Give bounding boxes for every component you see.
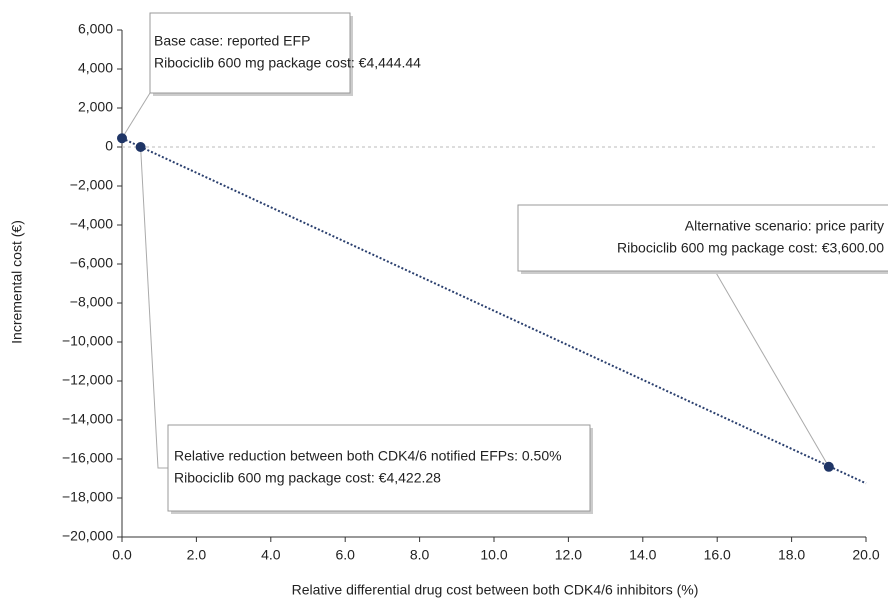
annotation-text: Base case: reported EFP — [154, 33, 310, 49]
x-tick-label: 20.0 — [852, 547, 879, 563]
y-tick-label: −2,000 — [70, 177, 113, 193]
annotation: Base case: reported EFP Ribociclib 600 mg… — [149, 12, 421, 96]
connector — [714, 270, 830, 468]
y-tick-label: −18,000 — [62, 489, 113, 505]
y-tick-label: 6,000 — [78, 21, 113, 37]
annotation-text: Ribociclib 600 mg package cost: €4,444.4… — [154, 55, 421, 71]
y-tick-label: −4,000 — [70, 216, 113, 232]
y-tick-label: −10,000 — [62, 333, 113, 349]
x-tick-label: 6.0 — [335, 547, 355, 563]
y-tick-label: 0 — [105, 138, 113, 154]
y-tick-label: −14,000 — [62, 411, 113, 427]
y-tick-label: −16,000 — [62, 450, 113, 466]
y-axis-label: Incremental cost (€) — [9, 220, 25, 344]
x-tick-label: 8.0 — [410, 547, 430, 563]
y-tick-label: −8,000 — [70, 294, 113, 310]
connector — [140, 146, 168, 469]
x-tick-label: 14.0 — [629, 547, 656, 563]
x-tick-label: 10.0 — [480, 547, 507, 563]
x-tick-label: 12.0 — [555, 547, 582, 563]
annotation-text: Alternative scenario: price parity — [685, 218, 884, 234]
data-point — [823, 461, 834, 472]
y-tick-label: −6,000 — [70, 255, 113, 271]
annotation: Relative reduction between both CDK4/6 n… — [167, 424, 593, 514]
x-tick-label: 4.0 — [261, 547, 281, 563]
trend-line — [121, 137, 867, 485]
annotation-text: Ribociclib 600 mg package cost: €3,600.0… — [617, 240, 884, 256]
x-tick-label: 18.0 — [778, 547, 805, 563]
x-axis-label: Relative differential drug cost between … — [292, 582, 699, 598]
y-tick-label: −20,000 — [62, 528, 113, 544]
data-point — [117, 133, 127, 144]
annotation-box — [149, 12, 351, 94]
annotation-box — [517, 204, 888, 272]
data-point — [135, 142, 146, 152]
y-tick-label: −12,000 — [62, 372, 113, 388]
y-tick-label: 2,000 — [78, 99, 113, 115]
y-tick-label: 4,000 — [78, 60, 113, 76]
annotation-text: Relative reduction between both CDK4/6 n… — [174, 448, 562, 464]
x-tick-label: 0.0 — [112, 547, 132, 563]
annotation: Alternative scenario: price parity Riboci… — [517, 204, 888, 274]
connector — [121, 92, 151, 139]
x-tick-label: 2.0 — [187, 547, 207, 563]
x-tick-label: 16.0 — [704, 547, 731, 563]
annotation-text: Ribociclib 600 mg package cost: €4,422.2… — [174, 470, 441, 486]
annotation-box — [167, 424, 591, 512]
